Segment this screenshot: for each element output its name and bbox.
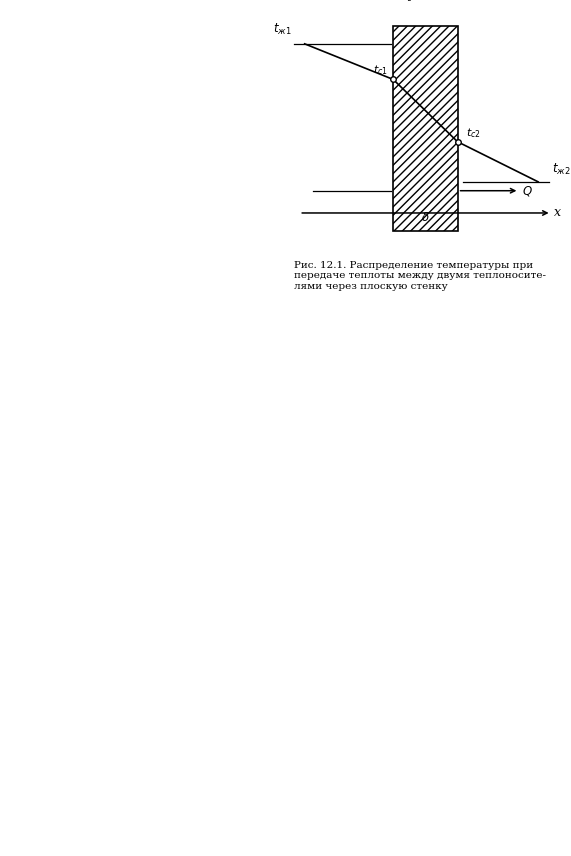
Text: $t_{c2}$: $t_{c2}$ [466, 126, 480, 140]
Text: $\delta$: $\delta$ [421, 211, 430, 224]
Text: $t_{c1}$: $t_{c1}$ [373, 63, 388, 77]
Text: $t_{\mathit{ж2}}$: $t_{\mathit{ж2}}$ [552, 163, 570, 177]
Text: t: t [407, 0, 412, 3]
Text: $t_{\mathit{ж1}}$: $t_{\mathit{ж1}}$ [273, 22, 291, 37]
Text: x: x [554, 206, 561, 219]
Text: $Q$: $Q$ [522, 184, 533, 198]
Text: Рис. 12.1. Распределение температуры при
передаче теплоты между двумя теплоносит: Рис. 12.1. Распределение температуры при… [294, 261, 546, 291]
Bar [393, 26, 457, 231]
